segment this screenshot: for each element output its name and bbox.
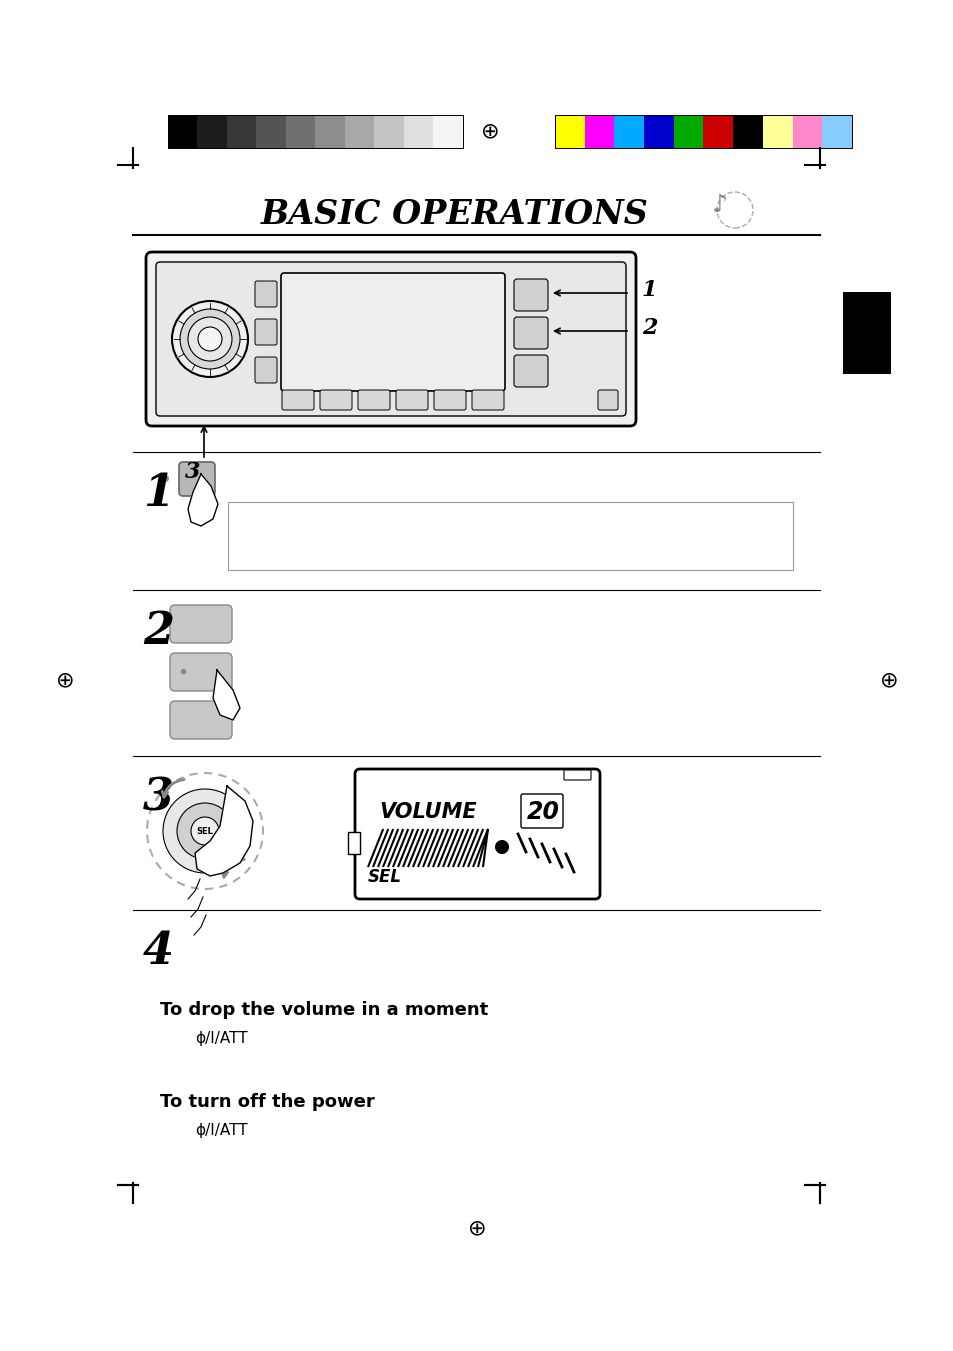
Bar [842, 292, 890, 374]
Bar [228, 503, 792, 570]
Circle shape [191, 817, 219, 844]
FancyBboxPatch shape [514, 355, 547, 386]
Circle shape [188, 317, 232, 361]
FancyBboxPatch shape [281, 273, 504, 390]
Text: 3: 3 [143, 777, 173, 820]
Text: BASIC OPERATIONS: BASIC OPERATIONS [261, 199, 648, 231]
Text: 4: 4 [143, 931, 173, 974]
Text: 2: 2 [143, 611, 173, 654]
Circle shape [180, 309, 240, 369]
FancyBboxPatch shape [563, 770, 590, 780]
FancyBboxPatch shape [170, 653, 232, 690]
Bar [256, 115, 286, 149]
Text: 1: 1 [641, 280, 657, 301]
FancyBboxPatch shape [319, 390, 352, 409]
Bar [673, 115, 702, 149]
Bar [286, 115, 315, 149]
Bar [403, 115, 433, 149]
Circle shape [172, 301, 248, 377]
Text: ⊕: ⊕ [480, 122, 498, 142]
FancyBboxPatch shape [156, 262, 625, 416]
FancyBboxPatch shape [514, 317, 547, 349]
Wedge shape [495, 840, 509, 854]
Polygon shape [188, 474, 218, 526]
Bar [821, 115, 851, 149]
Text: To turn off the power: To turn off the power [160, 1093, 375, 1111]
FancyBboxPatch shape [254, 281, 276, 307]
FancyBboxPatch shape [254, 357, 276, 382]
Bar [733, 115, 762, 149]
Text: ⊕: ⊕ [879, 670, 898, 690]
Text: ϕ/I/ATT: ϕ/I/ATT [194, 1123, 248, 1138]
Bar [375, 115, 403, 149]
Text: 20: 20 [526, 800, 558, 824]
Bar [614, 115, 643, 149]
Text: 3: 3 [185, 461, 200, 484]
FancyBboxPatch shape [434, 390, 465, 409]
Circle shape [198, 327, 222, 351]
FancyBboxPatch shape [170, 701, 232, 739]
Bar [433, 115, 462, 149]
FancyBboxPatch shape [514, 280, 547, 311]
Bar [197, 115, 227, 149]
Bar [315, 115, 345, 149]
FancyBboxPatch shape [357, 390, 390, 409]
Bar [555, 115, 584, 149]
Circle shape [163, 789, 247, 873]
Bar [584, 115, 614, 149]
FancyBboxPatch shape [179, 462, 214, 496]
Polygon shape [194, 786, 253, 875]
Bar [345, 115, 375, 149]
Text: To drop the volume in a moment: To drop the volume in a moment [160, 1001, 488, 1019]
Text: 2: 2 [641, 317, 657, 339]
Bar [555, 115, 851, 149]
FancyBboxPatch shape [355, 769, 599, 898]
FancyBboxPatch shape [254, 319, 276, 345]
FancyBboxPatch shape [395, 390, 428, 409]
FancyBboxPatch shape [598, 390, 618, 409]
Text: 1: 1 [143, 473, 173, 516]
Text: VOLUME: VOLUME [378, 802, 476, 821]
Text: SEL: SEL [368, 867, 401, 886]
Polygon shape [213, 670, 240, 720]
Text: ⊕: ⊕ [55, 670, 74, 690]
Bar [168, 115, 462, 149]
Bar [792, 115, 821, 149]
Bar [168, 115, 197, 149]
FancyBboxPatch shape [146, 253, 636, 426]
Bar [643, 115, 673, 149]
Text: ⊕: ⊕ [467, 1219, 486, 1238]
Circle shape [177, 802, 233, 859]
Text: ♪: ♪ [711, 193, 727, 218]
Text: SEL: SEL [196, 827, 213, 835]
Text: ϕ/I/ATT: ϕ/I/ATT [194, 1031, 248, 1046]
Bar [702, 115, 733, 149]
FancyBboxPatch shape [472, 390, 503, 409]
FancyBboxPatch shape [282, 390, 314, 409]
Bar [227, 115, 256, 149]
Bar [348, 832, 359, 854]
Bar [762, 115, 792, 149]
FancyBboxPatch shape [170, 605, 232, 643]
